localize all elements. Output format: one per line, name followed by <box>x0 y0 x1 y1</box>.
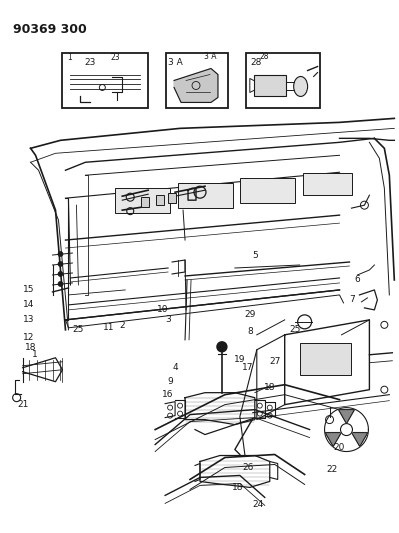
Text: 7: 7 <box>350 295 356 304</box>
Text: 29: 29 <box>244 310 255 319</box>
Circle shape <box>217 342 227 352</box>
Text: 25: 25 <box>289 325 300 334</box>
Text: 8: 8 <box>247 327 253 336</box>
Text: 22: 22 <box>326 465 337 474</box>
Bar <box>168 193 176 203</box>
Bar <box>240 178 295 203</box>
Text: 14: 14 <box>23 301 34 309</box>
Text: 9: 9 <box>167 377 173 386</box>
Text: 3: 3 <box>165 316 171 325</box>
Text: 23: 23 <box>85 58 96 67</box>
Circle shape <box>58 252 63 256</box>
Text: 90369 300: 90369 300 <box>13 22 87 36</box>
Text: 1: 1 <box>67 53 72 61</box>
Bar <box>246 53 320 108</box>
Text: 21: 21 <box>17 400 28 409</box>
Bar <box>166 53 228 108</box>
Text: 17: 17 <box>242 363 254 372</box>
Bar <box>156 195 164 205</box>
Polygon shape <box>352 433 368 447</box>
Polygon shape <box>338 410 354 424</box>
Text: 3 A: 3 A <box>204 52 217 61</box>
Text: 1: 1 <box>32 350 38 359</box>
Text: 2: 2 <box>119 321 125 330</box>
Text: 23: 23 <box>110 53 120 61</box>
Text: 24: 24 <box>252 500 263 509</box>
Text: 27: 27 <box>269 357 280 366</box>
Polygon shape <box>325 433 341 447</box>
Text: 28: 28 <box>260 52 269 61</box>
Text: 15: 15 <box>23 286 34 294</box>
Text: 18: 18 <box>264 383 275 392</box>
Text: 18: 18 <box>25 343 36 352</box>
Bar <box>115 188 170 213</box>
Text: 28: 28 <box>250 58 261 67</box>
Text: 18: 18 <box>232 483 244 492</box>
Text: 16: 16 <box>162 390 174 399</box>
Text: 20: 20 <box>334 443 345 452</box>
Circle shape <box>58 262 63 266</box>
Text: 4: 4 <box>172 363 178 372</box>
Text: 10: 10 <box>157 305 169 314</box>
Bar <box>254 75 286 96</box>
Bar <box>302 173 352 195</box>
Polygon shape <box>174 69 218 102</box>
Text: 25: 25 <box>73 325 84 334</box>
Text: 11: 11 <box>103 324 114 333</box>
Bar <box>300 343 352 375</box>
Text: 26: 26 <box>242 463 253 472</box>
Text: 5: 5 <box>252 251 258 260</box>
Text: 19: 19 <box>234 356 246 364</box>
Bar <box>141 197 149 207</box>
Bar <box>178 183 233 208</box>
Bar <box>63 53 148 108</box>
Text: 3 A: 3 A <box>168 58 182 67</box>
Text: 6: 6 <box>355 276 360 285</box>
Circle shape <box>58 281 63 286</box>
Text: 12: 12 <box>23 333 34 342</box>
Circle shape <box>58 271 63 277</box>
Ellipse shape <box>294 77 308 96</box>
Text: 13: 13 <box>23 316 34 325</box>
Circle shape <box>340 424 352 435</box>
